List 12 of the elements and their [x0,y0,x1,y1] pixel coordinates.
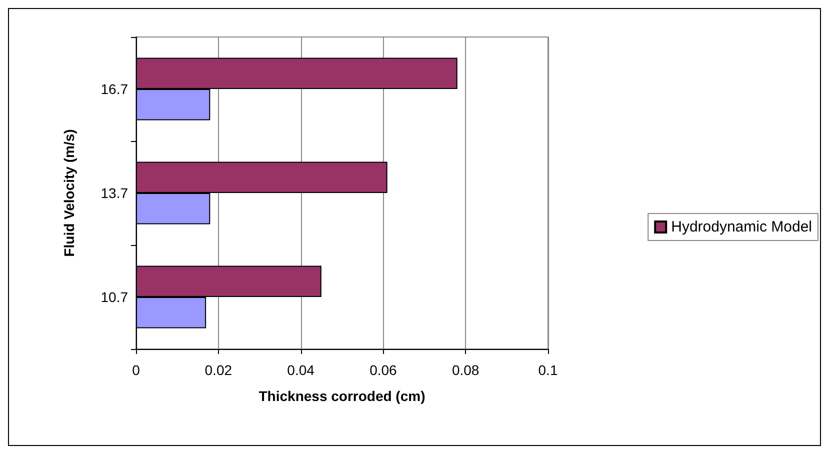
x-tick-label: 0.08 [452,362,480,378]
legend-label: Hydrodynamic Model [671,218,812,236]
x-tick-label: 0.06 [370,362,398,378]
y-axis-title: Fluid Velocity (m/s) [61,129,77,257]
y-tick-label: 16.7 [100,81,128,97]
x-axis-title: Thickness corroded (cm) [258,388,426,404]
y-tick-label: 10.7 [100,289,128,305]
x-tick-label: 0.04 [287,362,315,378]
x-tick-label: 0 [132,362,140,378]
x-tick-label: 0.02 [204,362,232,378]
x-tick-label: 0.1 [538,362,558,378]
y-tick-label: 13.7 [100,185,128,201]
